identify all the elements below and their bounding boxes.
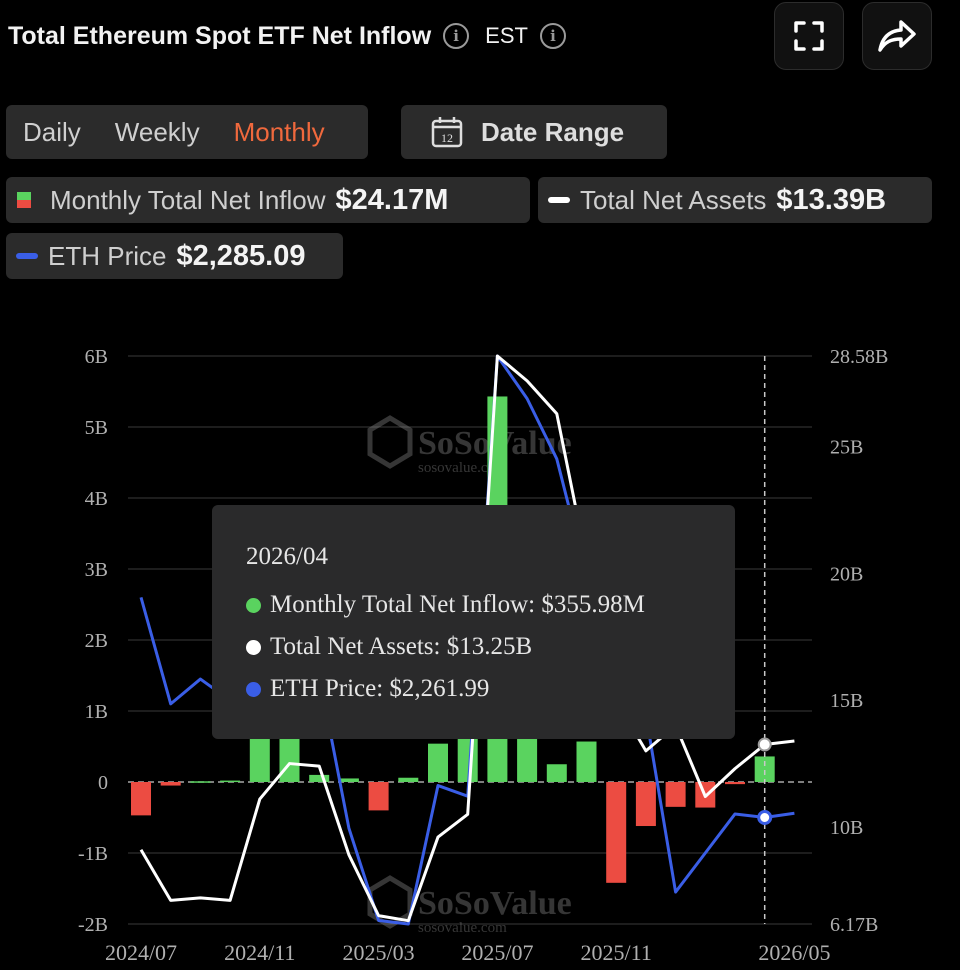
interval-tabs: Daily Weekly Monthly — [6, 105, 368, 159]
y-right-tick-label: 25B — [830, 437, 863, 459]
bar — [398, 777, 419, 782]
y-right-tick-label: 28.58B — [830, 346, 888, 368]
bar — [725, 782, 745, 785]
y-right-tick-label: 15B — [830, 690, 863, 712]
legend-eth-price-label: ETH Price — [48, 240, 167, 271]
tooltip-assets-value: $13.25B — [446, 633, 533, 660]
y-left-tick-label: -2B — [78, 914, 108, 936]
y-right-tick-label: 6.17B — [830, 914, 878, 936]
y-left-tick-label: 1B — [85, 701, 108, 723]
price-dot-icon — [246, 681, 261, 697]
legend-net-inflow-value: $24.17M — [335, 183, 449, 216]
x-tick-label: 2024/11 — [224, 940, 295, 965]
bar — [190, 781, 211, 783]
bar — [606, 782, 627, 883]
bar — [368, 782, 389, 811]
tooltip-price-value: $2,261.99 — [389, 675, 490, 702]
tooltip-date: 2026/04 — [246, 543, 328, 570]
tooltip-price-label: ETH Price: — [270, 675, 384, 702]
bar — [576, 741, 597, 782]
watermark-brand: SoSoValue — [418, 885, 572, 922]
date-range-button[interactable]: 12 Date Range — [401, 105, 667, 159]
calendar-day: 12 — [441, 131, 453, 145]
fullscreen-icon — [794, 21, 824, 51]
fullscreen-button[interactable] — [774, 2, 844, 70]
tooltip-row-assets: Total Net Assets: $13.25B — [246, 626, 735, 668]
page-title: Total Ethereum Spot ETF Net Inflow — [8, 21, 432, 50]
timezone-info-icon[interactable]: i — [539, 23, 566, 49]
date-range-label: Date Range — [481, 116, 625, 147]
x-tick-label: 2025/07 — [461, 940, 533, 965]
assets-dot-icon — [246, 639, 261, 655]
timezone-label: EST — [485, 23, 528, 48]
tab-weekly[interactable]: Weekly — [114, 116, 200, 147]
legend-net-inflow-label: Monthly Total Net Inflow — [50, 184, 326, 215]
bar — [428, 743, 448, 782]
tooltip-inflow-value: $355.98M — [541, 591, 645, 618]
tab-monthly[interactable]: Monthly — [233, 116, 325, 147]
watermark-logo-icon — [367, 415, 413, 469]
x-tick-label: 2025/11 — [581, 940, 652, 965]
watermark-domain: sosovalue.com — [418, 920, 507, 936]
legend-eth-price[interactable]: ETH Price $2,285.09 — [6, 233, 343, 279]
title-row: Total Ethereum Spot ETF Net Inflow i EST… — [8, 16, 566, 56]
bar — [309, 774, 330, 782]
legend-net-assets[interactable]: Total Net Assets $13.39B — [538, 177, 932, 223]
bar — [131, 782, 151, 816]
assets-legend-line-icon — [548, 197, 570, 203]
y-right-tick-label: 10B — [830, 817, 863, 839]
share-button[interactable] — [862, 2, 932, 70]
x-tick-label: 2025/03 — [343, 940, 415, 965]
share-arrow-icon — [878, 20, 916, 52]
calendar-icon: 12 — [431, 117, 463, 148]
tooltip-inflow-label: Monthly Total Net Inflow: — [270, 591, 536, 618]
bar — [665, 782, 686, 807]
tooltip-row-inflow: Monthly Total Net Inflow: $355.98M — [246, 584, 735, 626]
legend-net-inflow[interactable]: Monthly Total Net Inflow $24.17M — [6, 177, 530, 223]
price-legend-line-icon — [16, 253, 38, 259]
tab-daily[interactable]: Daily — [23, 116, 81, 147]
info-icon[interactable]: i — [443, 23, 470, 49]
y-left-tick-label: 4B — [85, 488, 108, 510]
y-left-tick-label: 6B — [85, 346, 108, 368]
tooltip-assets-label: Total Net Assets: — [270, 633, 441, 660]
bar — [754, 756, 775, 782]
x-tick-label: 2024/07 — [105, 940, 177, 965]
y-left-tick-label: -1B — [78, 843, 108, 865]
legend-eth-price-value: $2,285.09 — [176, 239, 306, 272]
bar — [220, 780, 241, 783]
y-left-tick-label: 0 — [98, 772, 108, 794]
axes: 6B 5B 4B 3B 2B 1B 0 -1B -2B 28.58B 25B 20B 15B 10B 6.1… — [78, 346, 888, 965]
legend-net-assets-label: Total Net Assets — [580, 184, 767, 215]
bar — [546, 764, 567, 782]
y-left-tick-label: 3B — [85, 559, 108, 581]
inflow-dot-icon — [246, 597, 261, 613]
tooltip-row-price: ETH Price: $2,261.99 — [246, 668, 735, 710]
y-left-tick-label: 2B — [85, 630, 108, 652]
bar — [160, 782, 181, 786]
assets-marker — [757, 737, 772, 752]
y-right-tick-label: 20B — [830, 563, 863, 585]
watermark-domain: sosovalue.com — [418, 460, 507, 476]
tooltip: 2026/04 Monthly Total Net Inflow: $355.9… — [212, 505, 735, 739]
legend-net-assets-value: $13.39B — [776, 183, 887, 216]
price-marker — [757, 810, 773, 825]
net-assets-line — [139, 354, 795, 923]
bar — [338, 778, 359, 782]
y-left-tick-label: 5B — [85, 417, 108, 439]
x-tick-label: 2026/05 — [758, 940, 830, 965]
inflow-legend-swatch-icon — [17, 192, 31, 208]
bar — [635, 782, 656, 827]
